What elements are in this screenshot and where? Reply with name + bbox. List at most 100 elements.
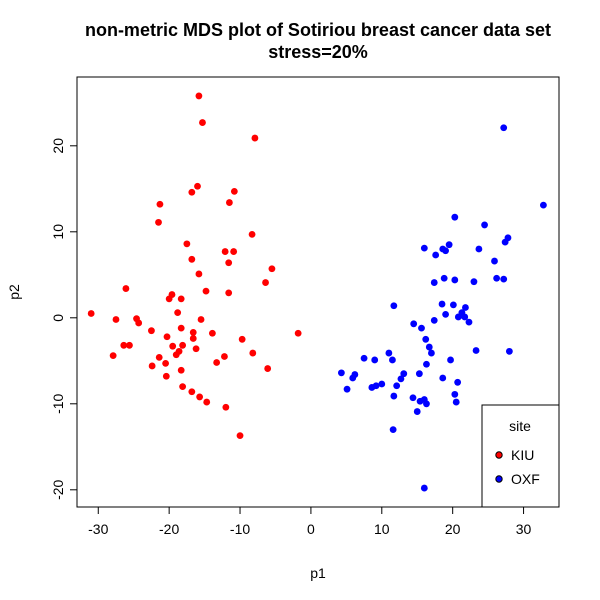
data-point-kiu <box>202 287 210 295</box>
data-point-oxf <box>420 244 428 252</box>
data-point-kiu <box>163 333 171 341</box>
x-tick-label: -20 <box>159 521 179 537</box>
data-point-kiu <box>225 199 233 206</box>
data-point-kiu <box>155 218 162 226</box>
series-oxf <box>337 124 547 492</box>
data-point-oxf <box>472 347 480 354</box>
legend-label-kiu: KIU <box>511 447 534 463</box>
data-point-oxf <box>420 484 428 492</box>
data-point-kiu <box>177 295 185 303</box>
x-tick-label: -30 <box>88 521 108 537</box>
data-point-kiu <box>126 341 133 349</box>
data-point-kiu <box>87 310 95 317</box>
legend-label-oxf: OXF <box>511 471 540 487</box>
data-point-oxf <box>390 302 398 310</box>
data-point-oxf <box>410 320 418 328</box>
data-point-oxf <box>458 309 466 317</box>
data-point-oxf <box>442 247 449 255</box>
data-point-kiu <box>177 366 185 374</box>
data-point-oxf <box>378 380 386 388</box>
data-point-oxf <box>501 238 509 246</box>
y-tick-label: 10 <box>50 224 66 240</box>
chart-subtitle: stress=20% <box>268 42 368 62</box>
data-point-kiu <box>148 362 156 370</box>
data-point-kiu <box>225 289 233 297</box>
data-point-oxf <box>413 408 421 415</box>
data-point-kiu <box>225 259 233 267</box>
data-point-oxf <box>447 356 454 364</box>
data-point-oxf <box>493 274 501 282</box>
legend: site KIU OXF <box>481 404 560 508</box>
legend-marker-oxf <box>495 475 503 483</box>
data-point-oxf <box>438 300 446 308</box>
data-point-kiu <box>174 309 182 317</box>
legend-title: site <box>509 418 531 434</box>
data-point-kiu <box>135 319 143 327</box>
series-kiu <box>87 92 302 440</box>
data-point-kiu <box>221 353 228 360</box>
data-point-oxf <box>372 382 380 390</box>
y-axis-label: p2 <box>6 284 22 300</box>
data-point-oxf <box>451 213 459 221</box>
data-point-kiu <box>188 388 196 396</box>
data-point-kiu <box>194 182 201 190</box>
data-point-kiu <box>230 248 238 255</box>
data-point-kiu <box>189 329 197 336</box>
data-point-oxf <box>390 392 398 400</box>
data-point-oxf <box>400 370 408 378</box>
data-point-oxf <box>452 398 460 406</box>
data-point-kiu <box>120 341 128 349</box>
data-point-oxf <box>432 251 440 259</box>
data-point-oxf <box>397 375 405 383</box>
data-point-oxf <box>491 257 498 265</box>
data-point-oxf <box>418 324 425 332</box>
data-point-kiu <box>251 134 259 142</box>
data-point-kiu <box>188 255 196 263</box>
data-point-kiu <box>196 393 204 401</box>
data-point-oxf <box>449 301 457 309</box>
data-point-oxf <box>442 310 449 318</box>
data-point-kiu <box>195 270 203 278</box>
data-point-kiu <box>199 119 206 126</box>
x-axis: -30 -20 -10 0 10 20 30 <box>88 506 532 537</box>
data-point-kiu <box>264 365 272 372</box>
data-point-kiu <box>155 353 163 361</box>
data-point-oxf <box>423 360 430 368</box>
data-point-oxf <box>454 378 462 386</box>
data-point-kiu <box>183 240 191 248</box>
data-point-oxf <box>393 382 401 390</box>
data-point-oxf <box>422 335 430 343</box>
x-tick-label: 0 <box>307 521 315 537</box>
legend-box <box>481 404 560 508</box>
data-point-kiu <box>249 349 257 357</box>
data-point-oxf <box>385 349 393 357</box>
data-point-kiu <box>222 403 230 411</box>
data-point-oxf <box>439 374 447 382</box>
data-point-oxf <box>423 400 430 408</box>
x-axis-label: p1 <box>310 565 326 581</box>
data-point-kiu <box>238 335 246 343</box>
data-point-oxf <box>470 278 478 286</box>
data-point-kiu <box>221 248 229 255</box>
y-tick-label: -10 <box>50 393 66 413</box>
data-point-kiu <box>208 329 216 337</box>
data-point-kiu <box>188 188 196 196</box>
data-point-oxf <box>430 316 438 324</box>
data-point-oxf <box>415 370 423 378</box>
data-point-kiu <box>177 324 185 332</box>
data-point-kiu <box>189 335 197 342</box>
data-point-kiu <box>169 342 177 350</box>
data-point-oxf <box>505 347 513 355</box>
data-point-kiu <box>156 200 164 208</box>
legend-marker-kiu <box>495 451 503 459</box>
data-point-kiu <box>248 230 256 238</box>
data-point-kiu <box>162 372 170 380</box>
data-point-kiu <box>195 92 203 100</box>
data-point-kiu <box>203 398 211 406</box>
data-point-oxf <box>500 275 508 283</box>
data-point-oxf <box>425 343 433 351</box>
data-point-kiu <box>172 351 180 359</box>
data-point-kiu <box>165 295 173 303</box>
data-point-kiu <box>109 352 117 360</box>
